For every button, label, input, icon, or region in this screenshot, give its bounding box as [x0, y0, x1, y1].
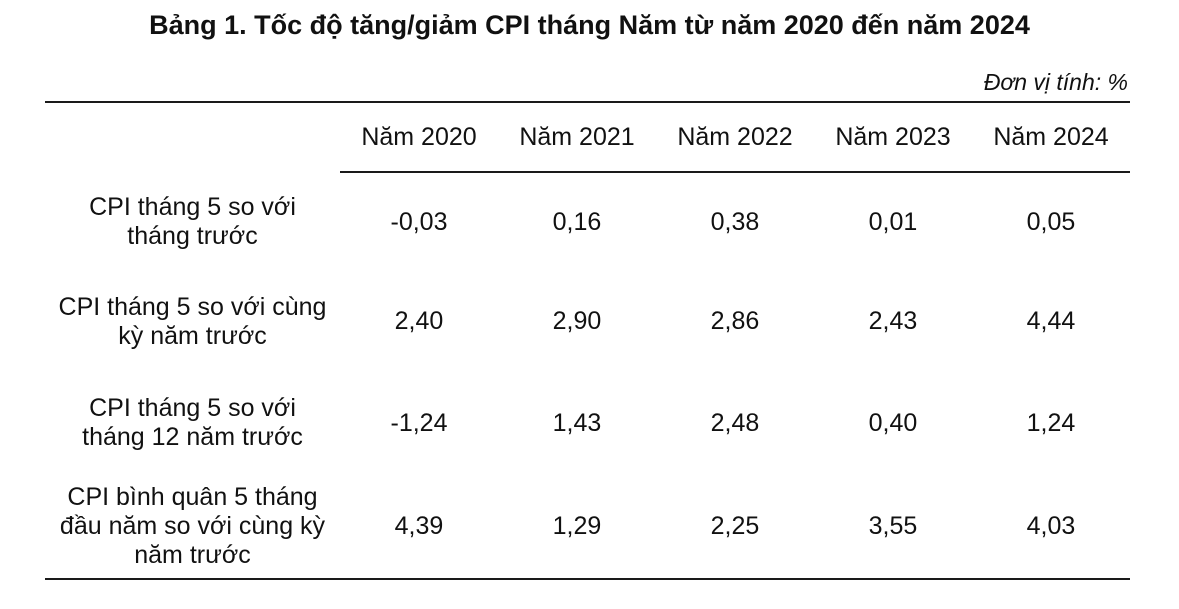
year-header-2021: Năm 2021 [498, 103, 656, 173]
value-cell: 0,16 [552, 207, 602, 236]
row-label: CPI tháng 5 so với tháng 12 năm trước [45, 372, 340, 474]
value-cell: -1,24 [390, 408, 448, 437]
table-title: Bảng 1. Tốc độ tăng/giảm CPI tháng Năm t… [149, 10, 1030, 40]
value-cell: 2,90 [552, 307, 602, 335]
value-cell: 4,03 [1026, 511, 1076, 540]
value-cell: 2,86 [710, 307, 760, 335]
value-cell: 2,40 [394, 307, 444, 335]
header-corner-cell [45, 103, 340, 173]
row-label: CPI tháng 5 so với cùng kỳ năm trước [45, 271, 340, 372]
row-label-text: CPI bình quân 5 tháng đầu năm so với cùn… [59, 482, 326, 569]
unit-note: Đơn vị tính: % [983, 69, 1128, 95]
value-cell: 4,39 [394, 511, 444, 540]
table-grid: Năm 2020 Năm 2021 Năm 2022 Năm 2023 Năm … [45, 101, 1130, 580]
value-cell: 2,48 [710, 408, 760, 437]
row-label-text: CPI tháng 5 so với tháng 12 năm trước [82, 394, 303, 451]
value-cell: 3,55 [868, 511, 918, 540]
value-cell: 0,01 [868, 207, 918, 236]
value-cell: 1,24 [1026, 408, 1076, 437]
value-cell: 1,29 [552, 511, 602, 540]
cpi-table: Đơn vị tính: % Năm 2020 Năm 2021 Năm 202… [45, 60, 1130, 580]
value-cell: 0,05 [1026, 207, 1076, 236]
row-label: CPI bình quân 5 tháng đầu năm so với cùn… [45, 474, 340, 578]
row-label: CPI tháng 5 so với tháng trước [45, 173, 340, 271]
year-header-2020: Năm 2020 [340, 103, 498, 173]
row-label-text: CPI tháng 5 so với cùng kỳ năm trước [58, 292, 327, 350]
value-cell: 4,44 [1026, 307, 1076, 335]
value-cell: 1,43 [552, 408, 602, 437]
value-cell: 0,38 [710, 207, 760, 236]
year-header-2024: Năm 2024 [972, 103, 1130, 173]
year-header-2023: Năm 2023 [814, 103, 972, 173]
value-cell: -0,03 [390, 207, 448, 236]
value-cell: 2,43 [868, 307, 918, 335]
row-label-text: CPI tháng 5 so với tháng trước [89, 193, 296, 250]
value-cell: 0,40 [868, 408, 918, 437]
year-header-2022: Năm 2022 [656, 103, 814, 173]
value-cell: 2,25 [710, 511, 760, 540]
